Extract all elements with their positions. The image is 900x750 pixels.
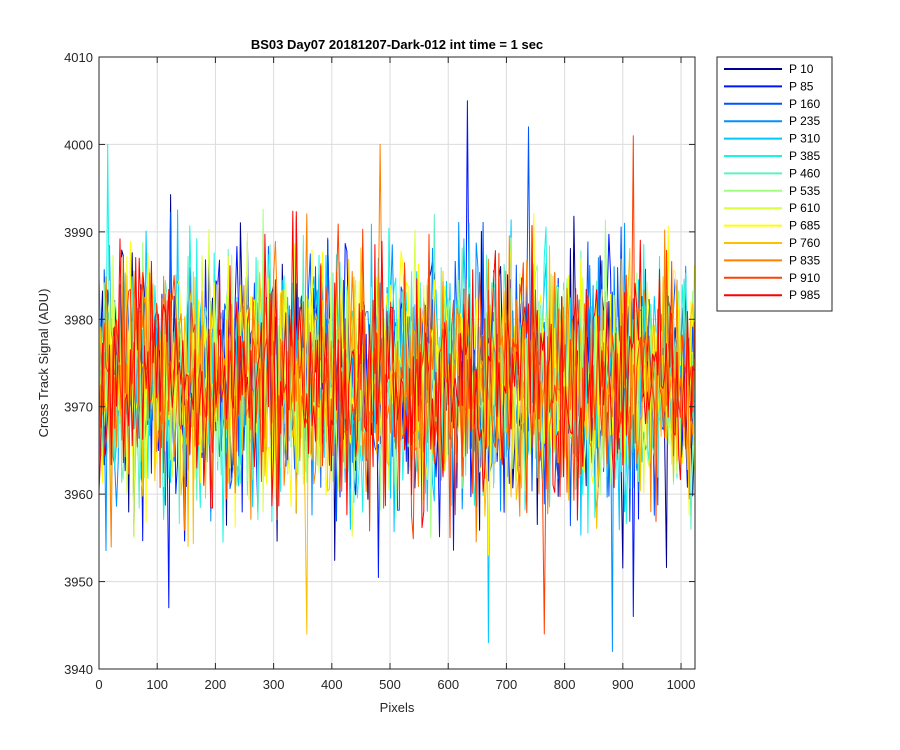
- y-tick-label: 3950: [64, 575, 93, 590]
- legend-label: P 160: [789, 97, 820, 111]
- legend-label: P 235: [789, 114, 820, 128]
- x-tick-label: 1000: [667, 677, 696, 692]
- y-axis-label: Cross Track Signal (ADU): [36, 289, 51, 438]
- legend-label: P 610: [789, 201, 820, 215]
- legend: P 10 P 85 P 160 P 235 P 310 P 385 P 460 P 535 P …: [716, 56, 833, 312]
- legend-label: P 535: [789, 184, 820, 198]
- legend-label: P 835: [789, 253, 820, 267]
- legend-label: P 310: [789, 132, 820, 146]
- legend-label: P 985: [789, 288, 820, 302]
- x-tick-label: 900: [612, 677, 634, 692]
- x-tick-label: 300: [263, 677, 285, 692]
- series-layer: [98, 100, 695, 652]
- y-tick-label: 3990: [64, 225, 93, 240]
- legend-label: P 10: [789, 62, 814, 76]
- legend-label: P 85: [789, 79, 814, 93]
- x-tick-label: 400: [321, 677, 343, 692]
- y-tick-label: 4010: [64, 50, 93, 65]
- x-tick-label: 700: [496, 677, 518, 692]
- chart-title: BS03 Day07 20181207-Dark-012 int time = …: [251, 37, 543, 52]
- series-line-p535: [98, 208, 695, 538]
- x-tick-label: 0: [95, 677, 102, 692]
- y-tick-label: 4000: [64, 137, 93, 152]
- y-tick-label: 3960: [64, 487, 93, 502]
- legend-label: P 385: [789, 149, 820, 163]
- plot-frame: [98, 56, 696, 670]
- legend-label: P 760: [789, 236, 820, 250]
- y-tick-label: 3940: [64, 662, 93, 677]
- y-tick-label: 3970: [64, 400, 93, 415]
- series-line-p985: [98, 210, 695, 529]
- x-tick-label: 100: [146, 677, 168, 692]
- legend-label: P 685: [789, 219, 820, 233]
- y-tick-label: 3980: [64, 312, 93, 327]
- legend-label: P 910: [789, 271, 820, 285]
- legend-box: [716, 56, 833, 312]
- x-tick-label: 600: [437, 677, 459, 692]
- axes: 0 100 200 300 400 500 600 700 800 900 1000 3940 3950…: [64, 50, 695, 692]
- legend-label: P 460: [789, 166, 820, 180]
- x-tick-label: 500: [379, 677, 401, 692]
- x-tick-label: 200: [205, 677, 227, 692]
- x-axis-label: Pixels: [380, 700, 415, 715]
- series-line-p910: [98, 135, 695, 635]
- x-tick-label: 800: [554, 677, 576, 692]
